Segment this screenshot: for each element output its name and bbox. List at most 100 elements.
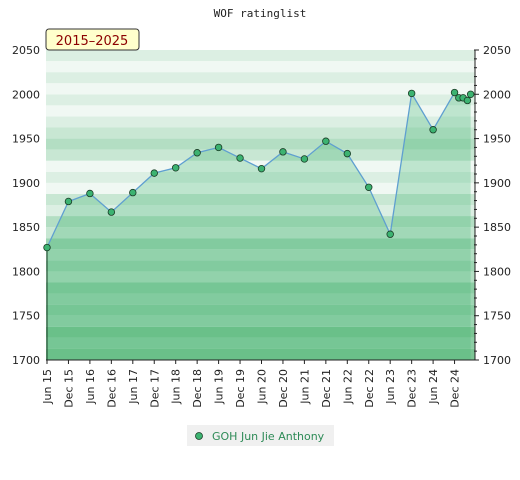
background-band: [46, 216, 475, 228]
background-band: [46, 205, 475, 217]
data-point: [322, 137, 330, 145]
x-tick-label: Dec 23: [406, 369, 419, 408]
background-band: [46, 271, 475, 283]
y-tick-label-right: 1900: [483, 177, 511, 190]
period-badge: 2015–2025: [45, 28, 140, 51]
x-tick-label: Jun 22: [341, 369, 354, 405]
legend: GOH Jun Jie Anthony: [187, 425, 334, 446]
data-point: [193, 149, 201, 157]
background-bands: [46, 50, 475, 360]
y-axis-left: 1700 1750 1800 1850 1900 1950 2000 2050: [12, 44, 40, 367]
legend-label: GOH Jun Jie Anthony: [212, 430, 325, 443]
data-point: [150, 169, 158, 177]
y-tick-label-right: 2000: [483, 88, 511, 101]
background-band: [46, 83, 475, 95]
background-band: [46, 171, 475, 183]
x-tick-label: Dec 15: [62, 369, 75, 408]
background-band: [46, 238, 475, 250]
x-axis: Jun 15 Dec 15 Jun 16 Dec 16 Jun 17 Dec 17 Jun …: [41, 359, 475, 408]
background-band: [46, 94, 475, 106]
background-band: [46, 61, 475, 73]
x-tick-label: Jun 20: [256, 369, 269, 405]
period-badge-label: 2015–2025: [56, 34, 129, 49]
chart-title: WOF ratinglist: [214, 7, 307, 20]
y-tick-label-left: 2000: [12, 88, 40, 101]
background-band: [46, 260, 475, 272]
x-tick-label: Jun 17: [127, 369, 140, 405]
data-point: [279, 148, 287, 156]
data-point: [107, 208, 116, 216]
background-band: [46, 138, 475, 150]
data-point: [386, 230, 394, 238]
background-band: [46, 105, 475, 117]
x-tick-label: Dec 24: [449, 369, 462, 408]
data-point: [463, 96, 472, 105]
background-band: [46, 337, 475, 349]
data-point: [86, 189, 94, 198]
y-tick-label-right: 2050: [483, 44, 511, 57]
x-tick-label: Jun 15: [41, 369, 54, 405]
data-points: [43, 88, 475, 252]
background-band: [46, 182, 475, 194]
x-tick-label: Jun 21: [298, 369, 311, 405]
data-point: [236, 154, 244, 162]
background-band: [46, 72, 475, 84]
x-tick-label: Jun 18: [170, 369, 183, 405]
data-point: [365, 183, 373, 191]
data-point: [300, 155, 309, 163]
data-point: [129, 188, 137, 197]
y-tick-label-right: 1700: [483, 354, 511, 367]
x-tick-label: Dec 17: [148, 369, 161, 408]
data-point: [64, 197, 73, 206]
y-tick-label-left: 1800: [12, 265, 40, 278]
background-band: [46, 193, 475, 205]
background-band: [46, 348, 475, 360]
x-tick-label: Dec 20: [277, 369, 290, 408]
data-point: [257, 164, 266, 173]
x-tick-label: Jun 24: [427, 369, 440, 405]
y-tick-label-left: 1700: [12, 354, 40, 367]
x-tick-label: Jun 23: [384, 369, 397, 405]
data-point: [450, 88, 459, 97]
y-axis-right: 1700 1750 1800 1850 1900 1950 2000 2050: [474, 44, 511, 367]
y-tick-label-left: 1850: [12, 221, 40, 234]
legend-marker: [195, 432, 203, 440]
data-point: [343, 149, 351, 158]
rating-area: [47, 92, 471, 360]
x-tick-label: Dec 18: [191, 369, 204, 408]
y-tick-label-left: 1750: [12, 310, 40, 323]
period-badge-box: [45, 28, 140, 51]
y-tick-label-left: 1900: [12, 177, 40, 190]
y-tick-label-right: 1850: [483, 221, 511, 234]
background-band: [46, 227, 475, 239]
background-band: [46, 149, 475, 161]
data-point: [214, 143, 223, 152]
background-band: [46, 50, 475, 62]
data-point: [466, 90, 475, 98]
y-tick-label-left: 1950: [12, 133, 40, 146]
y-tick-label-right: 1750: [483, 310, 511, 323]
data-point: [43, 243, 51, 252]
x-tick-label: Dec 19: [234, 369, 247, 408]
data-point: [429, 126, 437, 134]
background-band: [46, 304, 475, 316]
x-tick-label: Dec 21: [320, 369, 333, 408]
legend-box: [187, 425, 334, 446]
x-tick-label: Dec 16: [105, 369, 118, 408]
x-tick-label: Dec 22: [363, 369, 376, 408]
data-point: [407, 89, 416, 98]
background-band: [46, 127, 475, 139]
background-band: [46, 116, 475, 128]
rating-area-fill: [47, 92, 471, 360]
background-band: [46, 326, 475, 338]
x-tick-label: Jun 19: [213, 369, 226, 405]
y-tick-label-right: 1950: [483, 133, 511, 146]
data-point: [171, 164, 180, 172]
background-band: [46, 249, 475, 261]
background-band: [46, 315, 475, 327]
x-tick-label: Jun 16: [84, 369, 97, 405]
y-tick-label-left: 2050: [12, 44, 40, 57]
y-tick-label-right: 1800: [483, 265, 511, 278]
background-band: [46, 282, 475, 294]
